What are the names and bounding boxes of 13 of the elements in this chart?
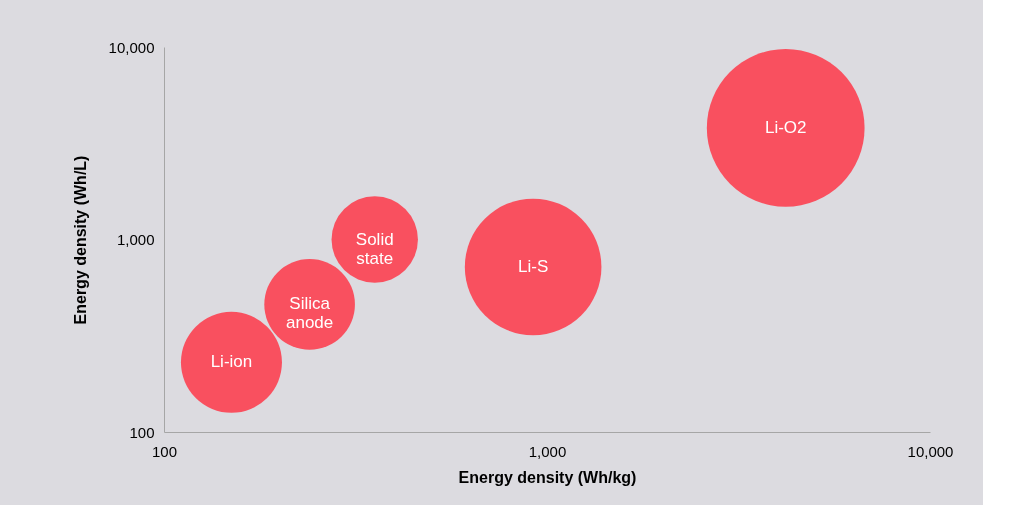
series-label: Li-O2	[764, 117, 807, 137]
series-label: Li-ion	[210, 352, 253, 372]
x-tick-label: 10,000	[907, 442, 954, 460]
y-tick-label: 100	[129, 423, 155, 441]
y-axis-title: Energy density (Wh/L)	[71, 155, 89, 325]
series-label: Li-S	[518, 256, 549, 276]
y-tick-label: 1,000	[116, 231, 155, 248]
y-tick-label: 10,000	[108, 38, 155, 56]
series-label: Solid state	[355, 229, 394, 268]
x-tick-label: 100	[151, 442, 178, 460]
series-label: Silica anode	[285, 294, 334, 333]
x-tick-label: 1,000	[528, 442, 567, 460]
x-axis-title: Energy density (Wh/kg)	[458, 468, 637, 486]
